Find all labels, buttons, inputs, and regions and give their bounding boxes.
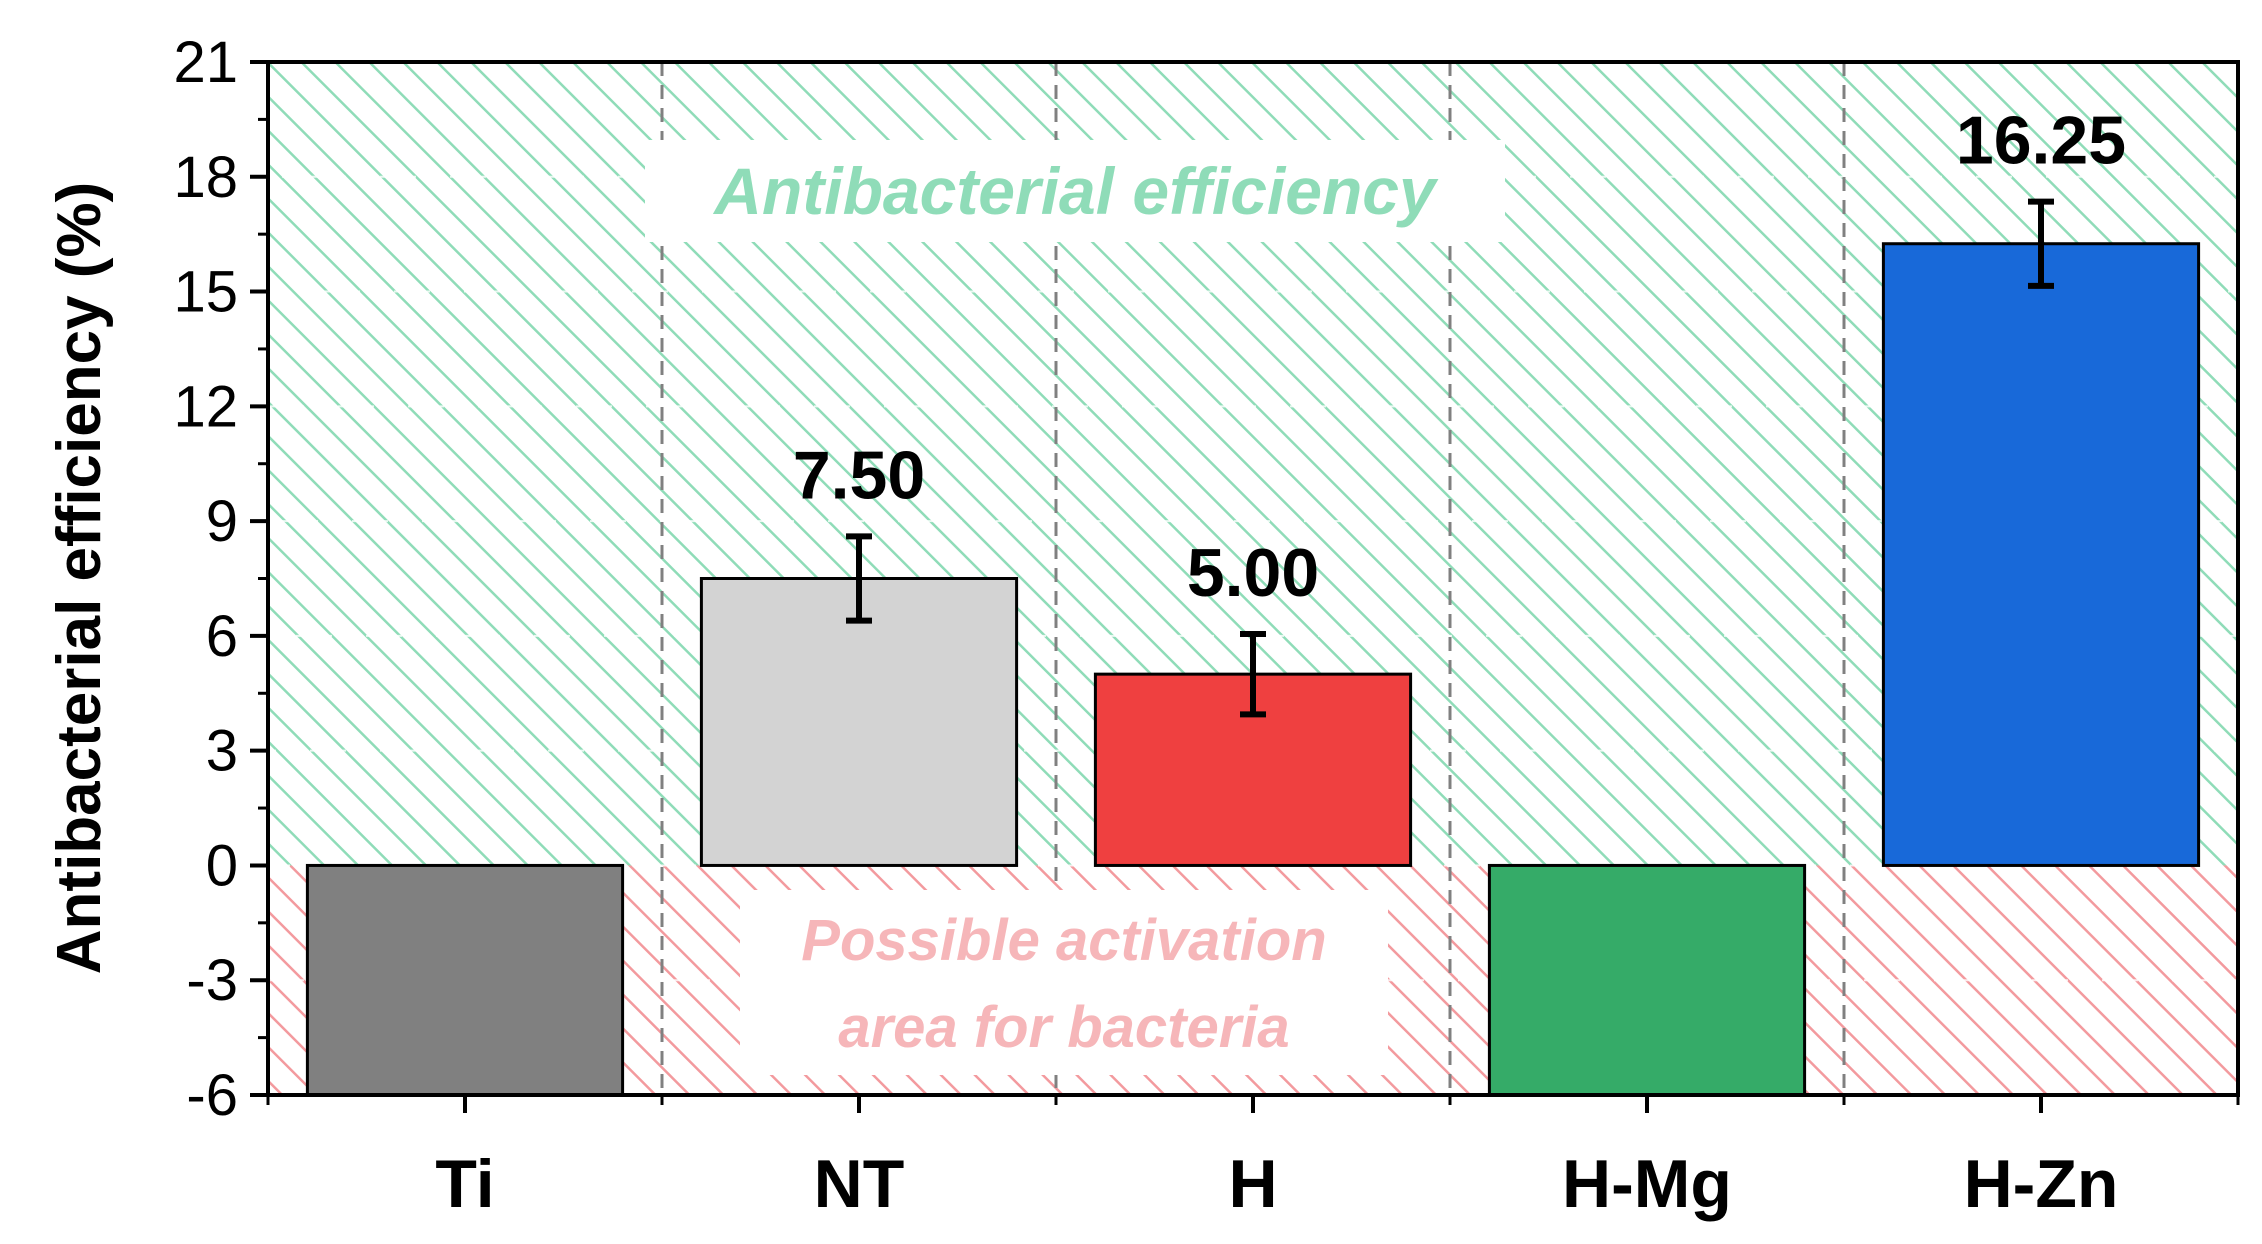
y-tick-label-12: 12 bbox=[173, 374, 238, 439]
error-bar-h-zn bbox=[2028, 198, 2054, 289]
x-tick-label-nt: NT bbox=[814, 1146, 905, 1222]
bar-nt bbox=[699, 577, 1019, 867]
error-bar-h bbox=[1240, 630, 1266, 718]
bar-h-zn bbox=[1881, 242, 2201, 867]
activation-annotation-line-1: Possible activation bbox=[801, 908, 1326, 973]
data-labels: 7.50 5.00 16.25 bbox=[793, 103, 2126, 611]
error-bars bbox=[846, 198, 2054, 718]
x-tick-label-h-mg: H-Mg bbox=[1562, 1146, 1732, 1222]
y-tick-label-9: 9 bbox=[206, 489, 238, 554]
data-label-h: 5.00 bbox=[1187, 535, 1319, 611]
x-tick-label-ti: Ti bbox=[435, 1146, 494, 1222]
data-label-nt: 7.50 bbox=[793, 437, 925, 513]
y-tick-label--3: -3 bbox=[186, 948, 238, 1013]
y-tick-label-6: 6 bbox=[206, 604, 238, 669]
y-tick-label-18: 18 bbox=[173, 145, 238, 210]
x-tick-label-h-zn: H-Zn bbox=[1964, 1146, 2119, 1222]
error-bar-nt bbox=[846, 533, 872, 624]
activation-annotation-line-2: area for bacteria bbox=[838, 995, 1289, 1060]
x-tick-label-h: H bbox=[1228, 1146, 1277, 1222]
y-tick-label-15: 15 bbox=[173, 260, 238, 325]
antibacterial-annotation-box bbox=[645, 140, 1505, 242]
bar-h-mg bbox=[1487, 863, 1807, 1097]
activation-annotation-box bbox=[740, 890, 1388, 1075]
y-tick-label--6: -6 bbox=[186, 1063, 238, 1128]
y-tick-label-0: 0 bbox=[206, 833, 238, 898]
x-axis: Ti NT H H-Mg H-Zn bbox=[266, 1095, 2240, 1222]
antibacterial-annotation: Antibacterial efficiency bbox=[712, 154, 1439, 228]
bars bbox=[305, 242, 2201, 1097]
data-label-h-zn: 16.25 bbox=[1956, 103, 2126, 179]
y-axis-label: Antibacterial efficiency (%) bbox=[45, 182, 114, 974]
bar-ti bbox=[305, 863, 625, 1097]
y-tick-label-3: 3 bbox=[206, 719, 238, 784]
y-axis: -6 -3 0 3 6 9 12 15 18 21 bbox=[173, 30, 268, 1128]
y-tick-label-21: 21 bbox=[173, 30, 238, 95]
